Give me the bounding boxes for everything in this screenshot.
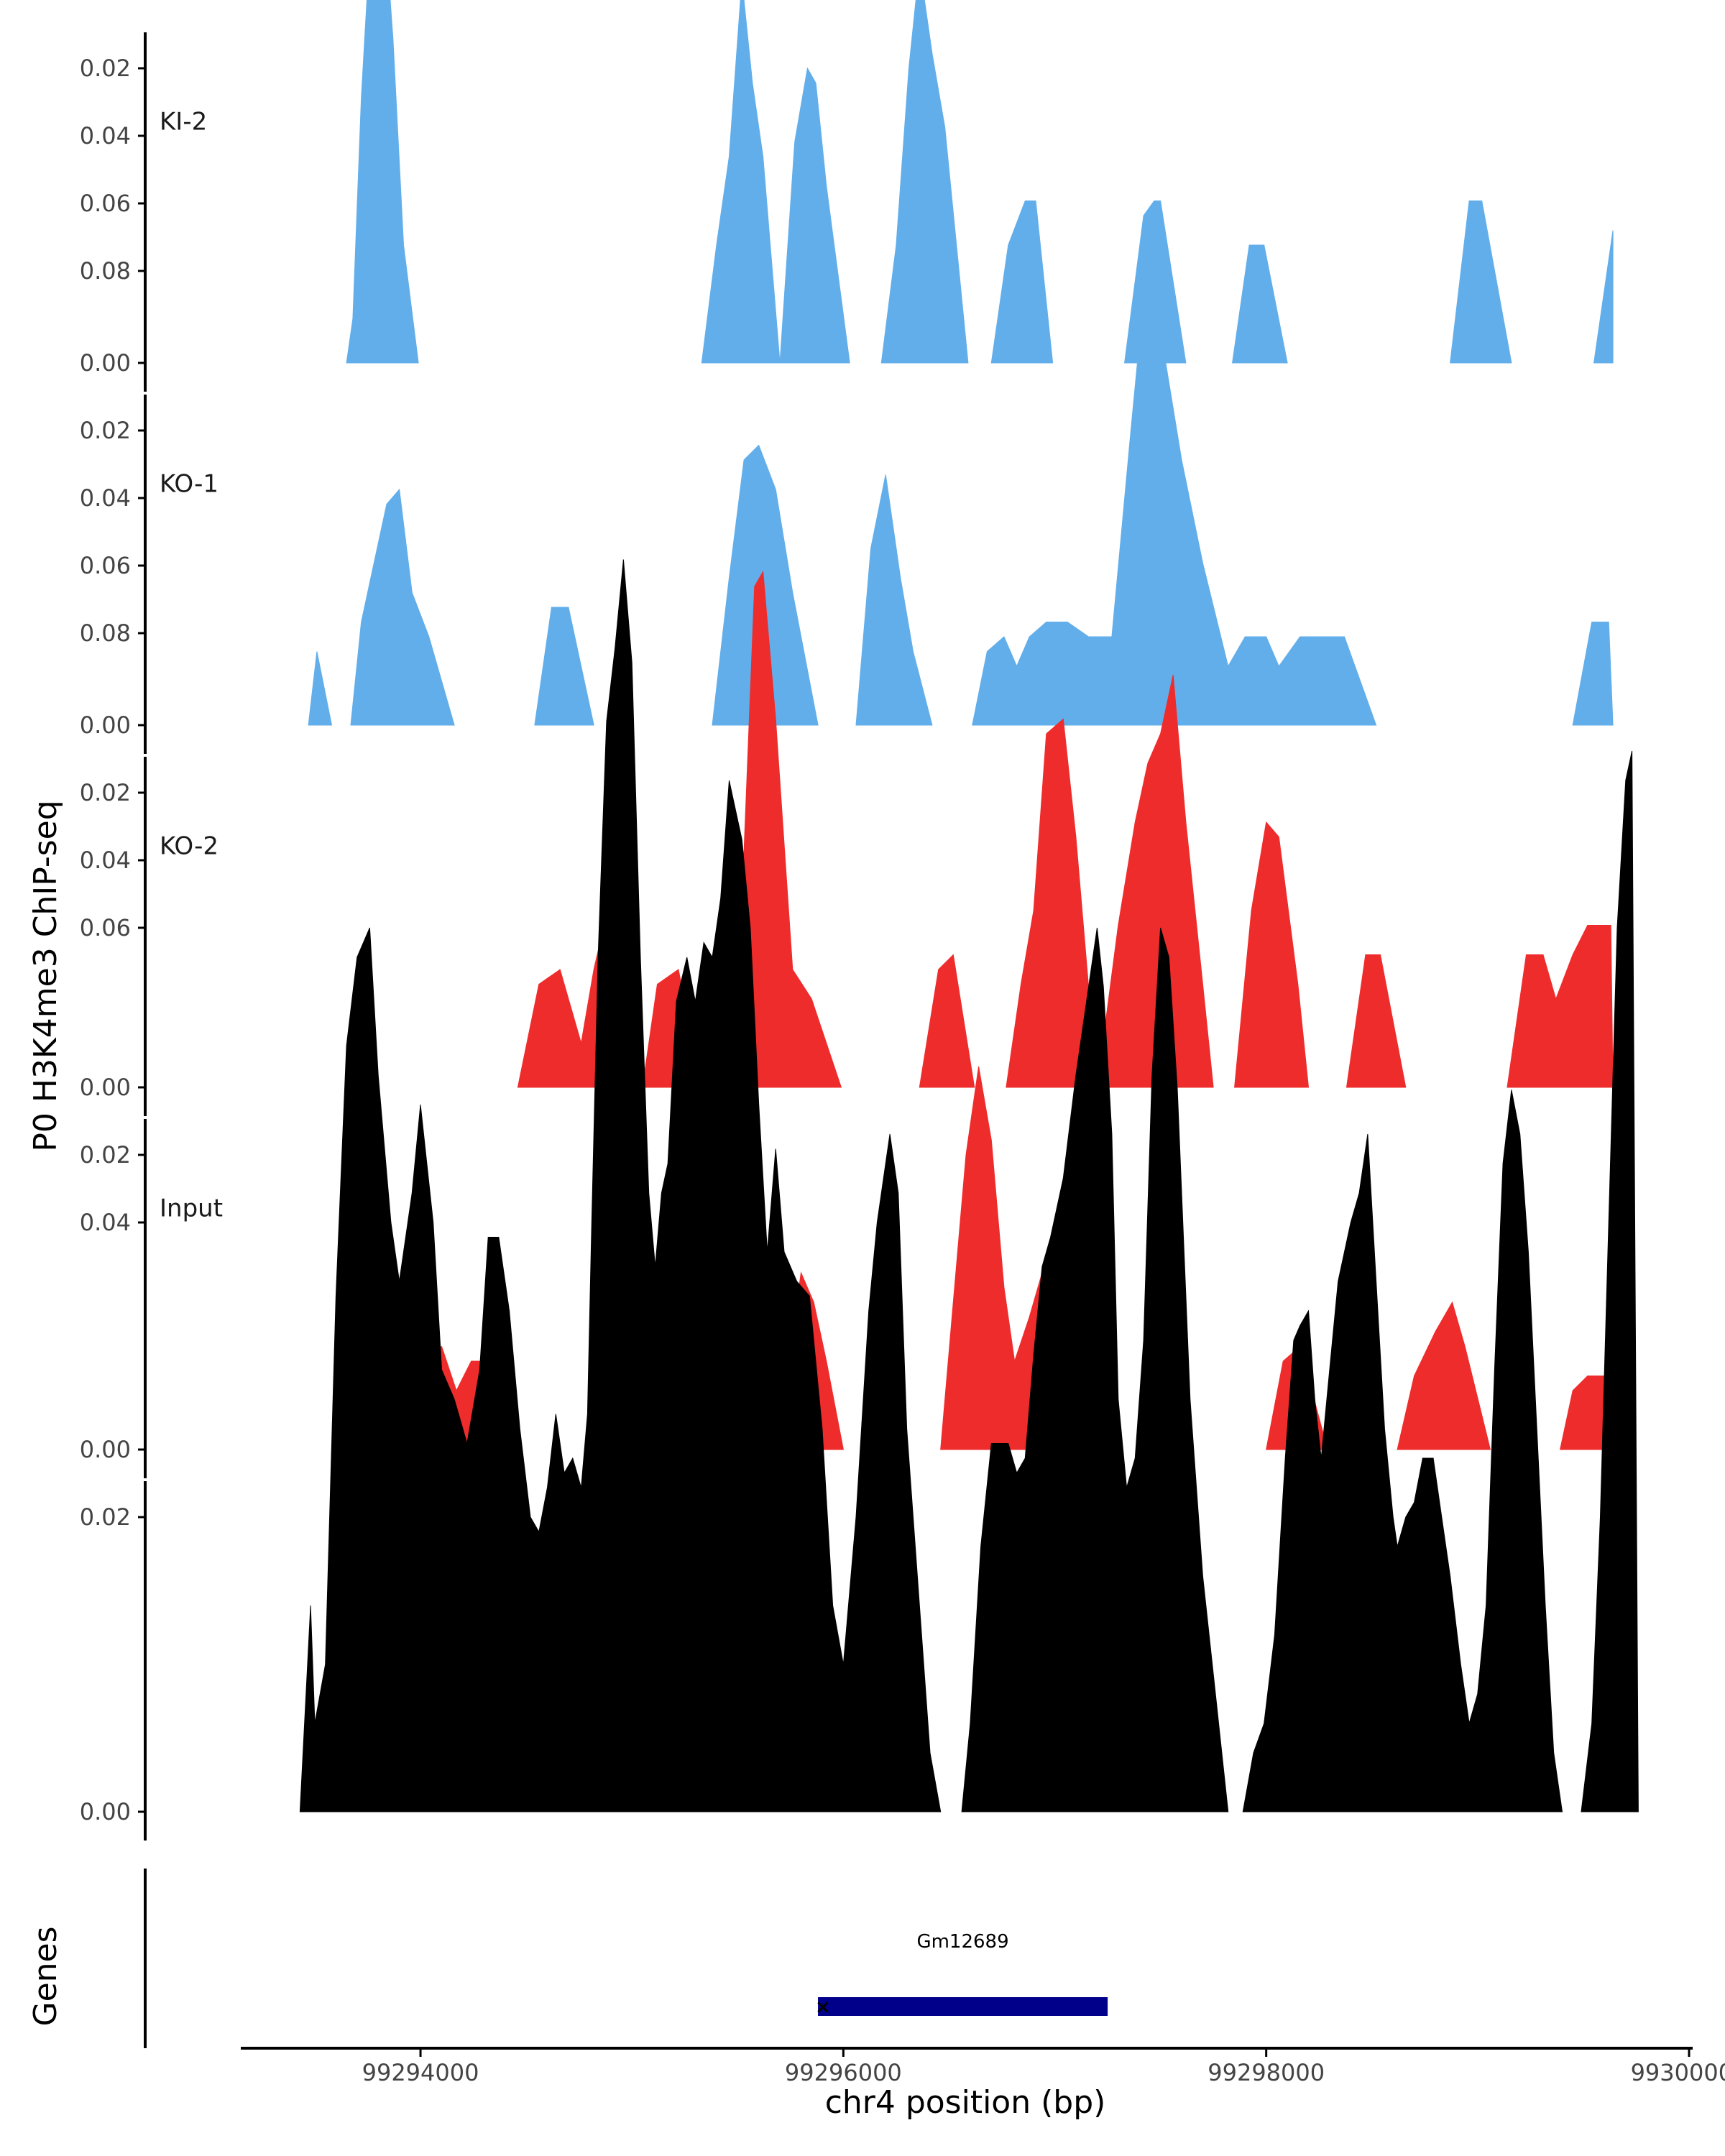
gene-strand-icon: × [815,1996,831,2018]
y-tick-label: 0.06 [80,914,131,941]
y-tick-label: 0.02 [80,779,131,806]
y-tick-label: 0.02 [80,417,131,444]
gene-body [818,1997,1108,2016]
x-axis-title: chr4 position (bp) [825,2084,1106,2121]
genes-panel: × Gm12689 [144,1869,1108,2048]
y-tick-label: 0.02 [80,55,131,82]
y-tick-label: 0.06 [80,190,131,217]
signal-peak [990,201,1054,364]
signal-peak [1593,230,1614,364]
track-ki-2: 0.00 0.02 0.04 0.06 0.08 KI-2 [80,108,1614,754]
signal-peak [308,651,333,726]
y-axis-title: P0 H3K4me3 ChIP-seq [27,800,64,1151]
signal-peak [1242,1089,1563,1812]
signal-peak [712,444,819,726]
y-tick-label: 0.04 [80,1209,131,1236]
genes-track-title: Genes [27,1926,64,2026]
signal-peak [855,474,933,726]
y-tick-label: 0.00 [80,711,131,739]
track-label: KI-2 [160,108,207,137]
x-tick-label: 99298000 [1208,2059,1325,2086]
signal-peak [346,0,419,364]
signal-peak [1234,821,1310,1088]
track-label: KO-2 [160,832,218,861]
signal-peak [880,0,969,364]
signal-peak [1506,925,1614,1088]
signal-peak [701,0,781,364]
gene-label: Gm12689 [916,1931,1008,1953]
y-tick-label: 0.00 [80,1436,131,1463]
signal-peak [961,927,1229,1812]
signal-peak [350,488,455,726]
y-tick-label: 0.02 [80,1141,131,1169]
x-tick-label: 99296000 [785,2059,902,2086]
y-tick-label: 0.06 [80,552,131,579]
track-input: 0.00 0.02 0.04 0.06 0.08 Input [80,559,1639,1841]
y-tick-label: 0.08 [80,257,131,285]
signal-peak [1124,201,1187,364]
signal-peak [727,570,842,1088]
y-tick-label: 0.04 [80,847,131,874]
x-tick-label: 99294000 [362,2059,479,2086]
signal-peak [1581,750,1639,1812]
signal-peak [1397,1301,1491,1450]
signal-peak [534,607,594,726]
signal-peak [1450,201,1512,364]
signal-peak [1096,674,1214,1088]
signal-peak [1572,622,1614,726]
y-tick-label: 0.00 [80,1798,131,1825]
track-label: Input [160,1194,223,1223]
y-tick-label: 0.02 [80,1503,131,1531]
y-tick-label: 0.00 [80,349,131,377]
signal-peak [1232,244,1288,364]
y-tick-label: 0.00 [80,1074,131,1101]
track-ki-1: 0.000.020.040.060.08KI-1 [80,0,1614,392]
y-tick-label: 0.08 [80,619,131,647]
x-axis: 99294000 99296000 99298000 99300000 [241,2047,1725,2086]
track-label: KO-1 [160,470,218,499]
signal-peak [299,559,942,1812]
signal-peak [1346,954,1407,1088]
y-tick-label: 0.04 [80,122,131,149]
x-tick-label: 99300000 [1631,2059,1725,2086]
y-tick-label: 0.04 [80,484,131,512]
signal-peak [779,67,850,364]
signal-peak [972,298,1377,726]
tracks-layer: 0.000.020.040.060.08KI-10.000.020.040.06… [80,0,1639,1841]
signal-peak [919,954,975,1088]
